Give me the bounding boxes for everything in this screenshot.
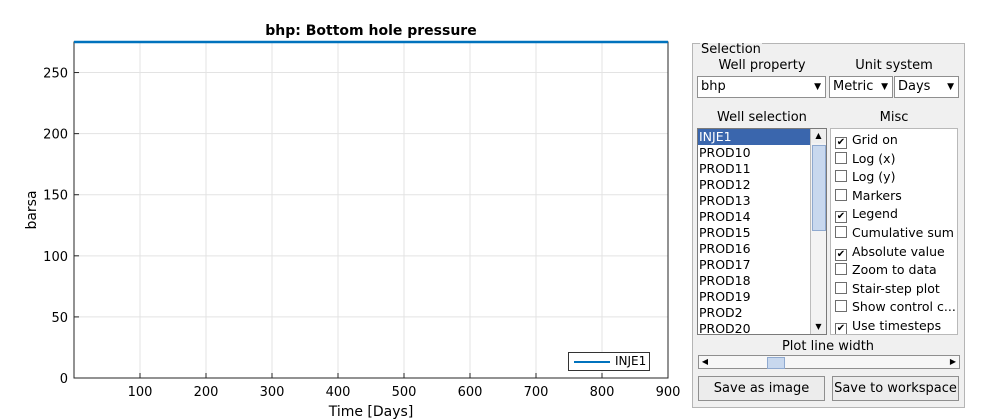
y-tick-label: 150 (43, 189, 68, 204)
x-tick-label: 300 (260, 385, 285, 400)
checkbox-icon[interactable] (835, 300, 847, 313)
unit-system-dropdown[interactable]: Metric ▼ (829, 76, 893, 98)
x-tick-label: 900 (656, 385, 681, 400)
well-selection-list[interactable]: INJE1 PROD10 PROD11 PROD12 PROD13 PROD14 PROD1… (697, 128, 827, 335)
plot-line-width-label: Plot line width (781, 339, 875, 354)
misc-option-label: Grid on (852, 132, 898, 147)
unit-system-value: Metric (833, 79, 874, 94)
y-tick-label: 50 (51, 311, 68, 326)
well-selection-label: Well selection (717, 110, 807, 125)
well-list-item[interactable]: PROD15 (699, 225, 751, 240)
unit-system-label: Unit system (855, 58, 933, 73)
scroll-left-arrow-icon[interactable]: ◀ (701, 357, 709, 366)
selection-panel: Selection Well property bhp ▼ Unit syste… (692, 43, 965, 408)
checkbox-icon[interactable] (835, 170, 847, 183)
x-tick-label: 800 (590, 385, 615, 400)
axis-ticks: 100 200 300 400 500 600 700 800 900 0 50 100 150 200 2… (43, 67, 680, 400)
misc-options-panel: ✔ Grid on Log (x) Log (y) Markers ✔ Legend Cumu… (830, 128, 958, 335)
well-list-item[interactable]: PROD12 (699, 177, 751, 192)
misc-option-grid-on[interactable]: ✔ Grid on (835, 131, 898, 149)
misc-option-label: Zoom to data (852, 262, 937, 278)
misc-option-label: Use timesteps (852, 318, 942, 333)
time-unit-value: Days (898, 79, 931, 94)
misc-option-label: Legend (852, 206, 898, 222)
misc-option-label: Absolute value (852, 243, 945, 259)
misc-option-stair-step-plot[interactable]: Stair-step plot (835, 280, 940, 298)
checkbox-icon[interactable] (835, 263, 847, 276)
well-property-value: bhp (701, 79, 726, 94)
checkbox-checked-icon[interactable]: ✔ (835, 137, 847, 149)
well-list-item[interactable]: PROD20 (699, 321, 751, 335)
chevron-down-icon: ▼ (947, 82, 954, 92)
plot-line-width-slider[interactable]: ◀ ▶ (698, 355, 960, 369)
checkbox-icon[interactable] (835, 188, 847, 201)
checkbox-icon[interactable] (835, 226, 847, 238)
misc-option-show-control-c[interactable]: Show control c... (835, 298, 956, 316)
y-tick-label: 100 (43, 250, 68, 265)
legend-entry-inje1: INJE1 (615, 354, 647, 368)
legend-line-swatch (574, 361, 610, 363)
well-list-item[interactable]: INJE1 (698, 129, 826, 145)
well-property-dropdown[interactable]: bhp ▼ (697, 76, 826, 98)
misc-option-label: Markers (852, 187, 902, 203)
well-list-item[interactable]: PROD17 (699, 257, 751, 272)
x-tick-label: 400 (326, 385, 351, 400)
scroll-down-arrow-icon[interactable]: ▼ (811, 320, 826, 334)
x-tick-label: 700 (524, 385, 549, 400)
misc-option-log-x[interactable]: Log (x) (835, 150, 895, 168)
misc-option-label: Stair-step plot (852, 280, 940, 296)
y-tick-label: 200 (43, 128, 68, 143)
misc-option-markers[interactable]: Markers (835, 187, 902, 205)
well-property-label: Well property (718, 58, 806, 73)
y-tick-label: 0 (60, 372, 68, 387)
x-tick-label: 600 (458, 385, 483, 400)
well-list-item[interactable]: PROD2 (699, 305, 743, 320)
misc-option-zoom-to-data[interactable]: Zoom to data (835, 261, 937, 279)
well-list-item[interactable]: PROD16 (699, 241, 751, 256)
x-tick-label: 200 (194, 385, 219, 400)
misc-option-label: Log (y) (852, 169, 896, 185)
misc-option-log-y[interactable]: Log (y) (835, 168, 895, 186)
grid-lines (74, 42, 669, 379)
misc-option-cumulative-sum[interactable]: Cumulative sum (835, 224, 954, 242)
chevron-down-icon: ▼ (881, 82, 888, 92)
scroll-thumb[interactable] (812, 145, 826, 231)
save-as-image-button[interactable]: Save as image (698, 376, 825, 401)
misc-option-legend[interactable]: ✔ Legend (835, 205, 898, 224)
chart-title: bhp: Bottom hole pressure (265, 23, 476, 39)
well-list-item[interactable]: PROD18 (699, 273, 751, 288)
misc-option-use-timesteps[interactable]: ✔ Use timesteps (835, 317, 942, 334)
slider-thumb[interactable] (766, 357, 785, 369)
well-list-item[interactable]: PROD14 (699, 209, 751, 224)
checkbox-checked-icon[interactable]: ✔ (835, 248, 847, 261)
well-list-item[interactable]: PROD11 (699, 161, 751, 176)
well-list-item[interactable]: PROD19 (699, 289, 751, 304)
save-to-workspace-button[interactable]: Save to workspace (832, 376, 959, 401)
misc-option-label: Cumulative sum (852, 225, 954, 240)
y-axis-label: barsa (24, 190, 40, 229)
checkbox-icon[interactable] (835, 281, 847, 294)
x-axis-label: Time [Days] (328, 404, 414, 420)
well-list-item[interactable]: PROD10 (699, 145, 751, 160)
misc-option-label: Log (x) (852, 150, 896, 166)
chevron-down-icon: ▼ (814, 82, 821, 92)
checkbox-checked-icon[interactable]: ✔ (835, 211, 847, 224)
chart-legend[interactable]: INJE1 (568, 352, 650, 371)
selection-panel-title: Selection (700, 42, 762, 57)
checkbox-checked-icon[interactable]: ✔ (835, 323, 847, 334)
y-tick-label: 250 (43, 67, 68, 82)
misc-option-label: Show control c... (852, 299, 956, 315)
scroll-right-arrow-icon[interactable]: ▶ (949, 357, 957, 366)
plot-area: bhp: Bottom hole pressure barsa Time [Da… (24, 23, 680, 420)
scroll-up-arrow-icon[interactable]: ▲ (811, 129, 826, 143)
well-list-scrollbar[interactable]: ▲ ▼ (810, 129, 826, 334)
x-tick-label: 100 (128, 385, 153, 400)
checkbox-icon[interactable] (835, 151, 847, 164)
well-list-item[interactable]: PROD13 (699, 193, 751, 208)
axes-box (73, 41, 669, 379)
misc-label: Misc (879, 110, 909, 125)
time-unit-dropdown[interactable]: Days ▼ (894, 76, 959, 98)
x-tick-label: 500 (392, 385, 417, 400)
misc-option-absolute-value[interactable]: ✔ Absolute value (835, 243, 945, 261)
